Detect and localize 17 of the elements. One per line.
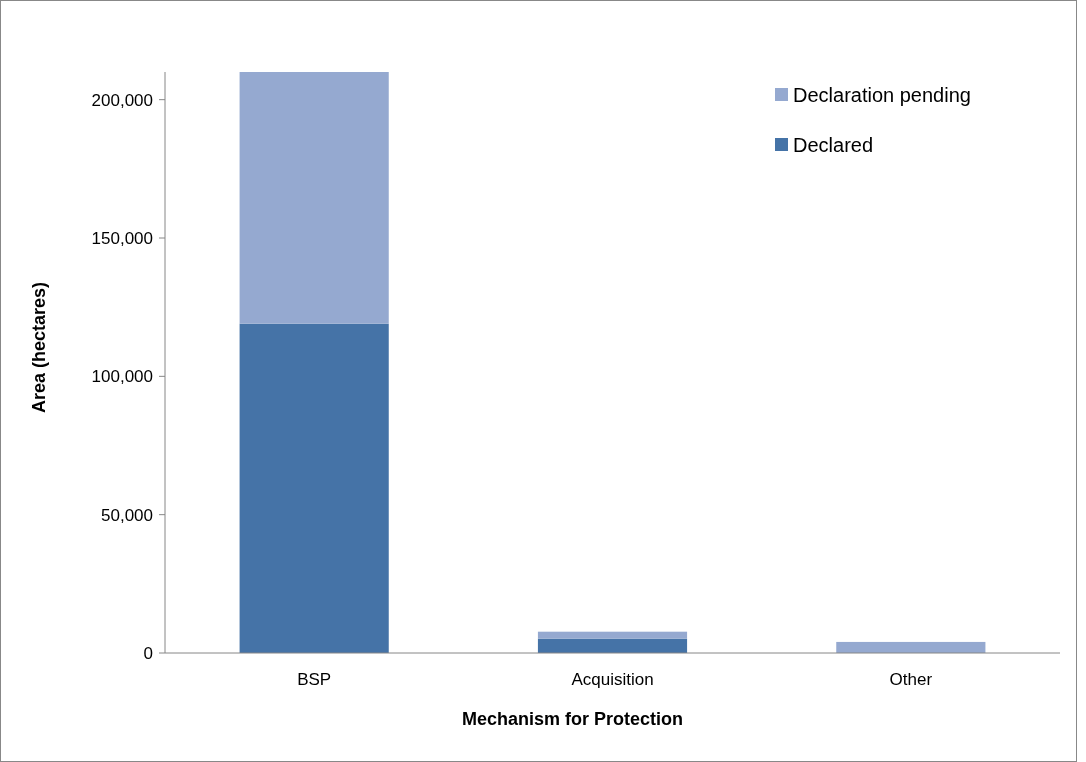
bar <box>537 638 688 653</box>
bar <box>239 323 389 653</box>
legend-label: Declaration pending <box>793 84 971 106</box>
y-tick-label: 0 <box>143 643 153 663</box>
x-axis-title: Mechanism for Protection <box>461 709 684 729</box>
x-tick-label: BSP <box>297 670 332 689</box>
x-tick-label: Acquisition <box>571 670 654 689</box>
y-tick-label: 150,000 <box>91 228 153 248</box>
bar <box>239 72 389 324</box>
y-tick-label: 50,000 <box>101 505 153 525</box>
bar <box>836 641 986 653</box>
legend-label: Declared <box>793 134 874 156</box>
y-tick-label: 200,000 <box>91 90 153 110</box>
x-tick-label: Other <box>889 670 933 689</box>
y-tick-label: 100,000 <box>91 367 153 387</box>
bar <box>537 631 688 639</box>
y-axis-title: Area (hectares) <box>29 281 49 414</box>
